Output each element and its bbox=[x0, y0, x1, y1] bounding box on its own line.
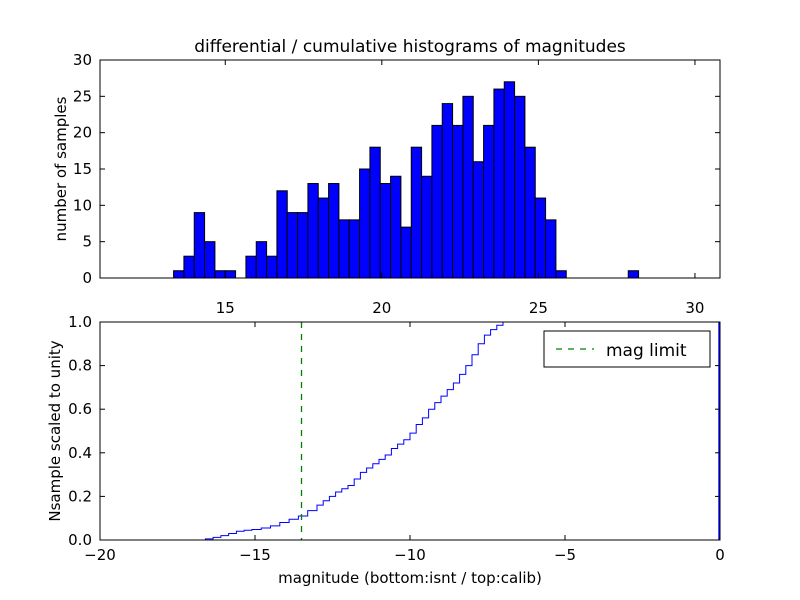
histogram-bar bbox=[514, 95, 526, 279]
y-tick-label: 0.2 bbox=[68, 487, 92, 505]
cumulative-chart: Nsample scaled to unity magnitude (botto… bbox=[46, 313, 725, 587]
legend: mag limit bbox=[543, 330, 711, 368]
x-tick-label: 20 bbox=[372, 299, 391, 317]
y-tick-label: 0 bbox=[82, 269, 92, 287]
histogram-bar bbox=[483, 124, 495, 279]
chart-title: differential / cumulative histograms of … bbox=[194, 37, 626, 57]
bottom-x-axis-label: magnitude (bottom:isnt / top:calib) bbox=[278, 569, 542, 587]
histogram-bar bbox=[276, 190, 288, 279]
histogram-bar bbox=[555, 270, 567, 279]
y-tick-label: 5 bbox=[82, 233, 92, 251]
y-tick-label: 1.0 bbox=[68, 313, 92, 331]
histogram-chart: differential / cumulative histograms of … bbox=[52, 37, 721, 317]
histogram-bar bbox=[286, 212, 299, 279]
y-tick-label: 15 bbox=[73, 160, 92, 178]
histogram-bar bbox=[173, 270, 185, 279]
x-tick-label: 0 bbox=[715, 546, 725, 564]
histogram-bar bbox=[524, 146, 536, 279]
y-tick-label: 30 bbox=[73, 51, 92, 69]
y-tick-label: 0.0 bbox=[68, 531, 92, 549]
histogram-bar bbox=[452, 124, 464, 279]
y-tick-label: 0.4 bbox=[68, 444, 92, 462]
histogram-bar bbox=[421, 175, 433, 279]
histogram-bar bbox=[431, 124, 443, 279]
bottom-plot-frame bbox=[99, 321, 721, 541]
histogram-bar bbox=[266, 255, 278, 279]
top-plot-frame bbox=[99, 59, 721, 279]
histogram-bar bbox=[503, 81, 516, 279]
y-tick-label: 0.6 bbox=[68, 400, 92, 418]
histogram-bar bbox=[410, 146, 423, 279]
histogram-bar bbox=[400, 226, 412, 279]
histogram-bar bbox=[245, 255, 257, 279]
cumulative-step-line bbox=[100, 321, 720, 541]
histogram-bar bbox=[348, 219, 361, 279]
histogram-bar bbox=[534, 197, 547, 279]
top-y-ticks: 0 5 10 15 20 25 30 bbox=[73, 51, 720, 287]
bottom-x-ticks: −20 −15 −10 −5 0 bbox=[84, 322, 725, 564]
y-tick-label: 0.8 bbox=[68, 357, 92, 375]
cumulative-series bbox=[100, 321, 720, 541]
histogram-bar bbox=[441, 103, 454, 279]
x-tick-label: −5 bbox=[554, 546, 576, 564]
y-tick-label: 10 bbox=[73, 196, 92, 214]
histogram-bar bbox=[193, 212, 206, 279]
bottom-y-ticks: 0.0 0.2 0.4 0.6 0.8 1.0 bbox=[68, 313, 720, 549]
histogram-bar bbox=[214, 270, 226, 279]
histogram-bar bbox=[472, 161, 485, 279]
histogram-bar bbox=[545, 219, 557, 279]
y-tick-label: 25 bbox=[73, 87, 92, 105]
top-x-ticks: 15 20 25 30 bbox=[216, 60, 704, 317]
histogram-bar bbox=[317, 197, 330, 279]
legend-label-mag-limit: mag limit bbox=[606, 341, 687, 361]
histogram-bar bbox=[369, 146, 381, 279]
x-tick-label: −20 bbox=[84, 546, 116, 564]
bottom-y-axis-label: Nsample scaled to unity bbox=[46, 340, 64, 521]
x-tick-label: −10 bbox=[394, 546, 426, 564]
top-y-axis-label: number of samples bbox=[52, 96, 70, 241]
histogram-bar bbox=[390, 175, 402, 279]
histogram-bar bbox=[328, 183, 340, 279]
histogram-bar bbox=[204, 241, 216, 279]
histogram-bar bbox=[255, 241, 268, 279]
histogram-bar bbox=[462, 95, 474, 279]
histogram-bar bbox=[297, 212, 309, 279]
x-tick-label: 25 bbox=[529, 299, 548, 317]
histogram-bar bbox=[307, 183, 319, 279]
histogram-bar bbox=[627, 270, 640, 279]
y-tick-label: 20 bbox=[73, 124, 92, 142]
histogram-bars bbox=[173, 81, 640, 279]
histogram-bar bbox=[224, 270, 237, 279]
x-tick-label: 30 bbox=[685, 299, 704, 317]
x-tick-label: 15 bbox=[216, 299, 235, 317]
histogram-bar bbox=[183, 255, 195, 279]
x-tick-label: −15 bbox=[239, 546, 271, 564]
histogram-bar bbox=[379, 183, 392, 279]
histogram-bar bbox=[338, 219, 350, 279]
histogram-bar bbox=[359, 168, 371, 279]
histogram-bar bbox=[493, 88, 505, 279]
